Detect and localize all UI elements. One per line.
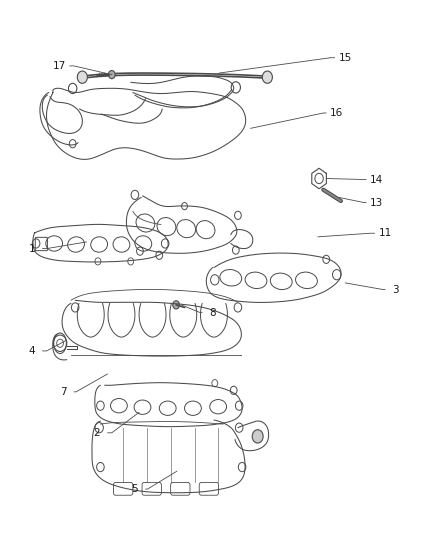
Text: 13: 13: [370, 198, 383, 207]
Text: 5: 5: [131, 484, 138, 494]
Circle shape: [173, 301, 180, 309]
Text: 11: 11: [378, 228, 392, 238]
Circle shape: [109, 70, 115, 79]
Text: 14: 14: [370, 174, 383, 184]
Text: 8: 8: [209, 308, 216, 318]
Text: 15: 15: [339, 53, 352, 63]
Text: 2: 2: [94, 428, 100, 438]
Text: 1: 1: [28, 244, 35, 254]
Text: 17: 17: [53, 61, 66, 71]
Text: 4: 4: [28, 346, 35, 356]
Text: 3: 3: [392, 285, 399, 295]
Text: 16: 16: [330, 108, 343, 118]
Circle shape: [77, 71, 88, 83]
Circle shape: [252, 430, 263, 443]
Circle shape: [262, 71, 272, 83]
Text: 7: 7: [60, 387, 67, 397]
